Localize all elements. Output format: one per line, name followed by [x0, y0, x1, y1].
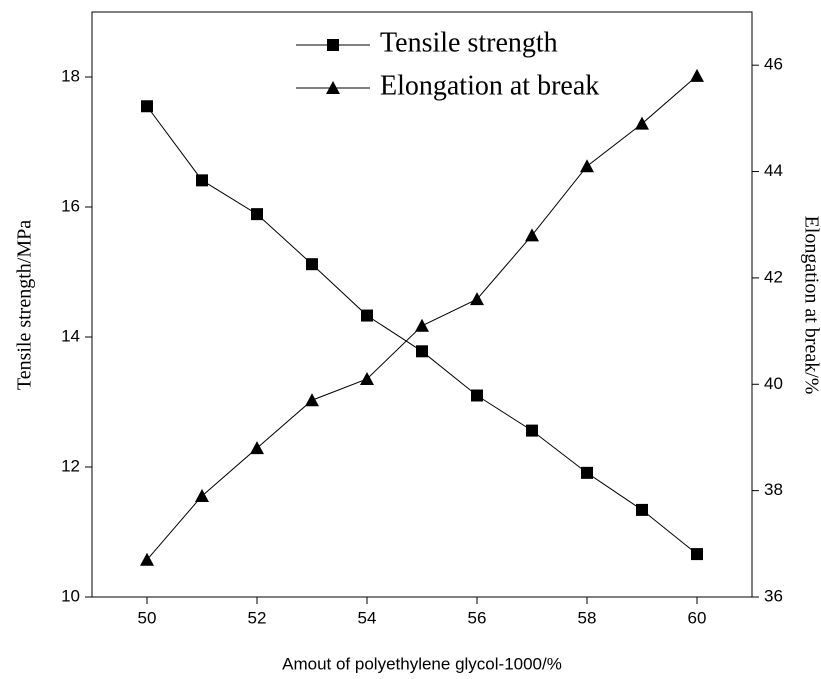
x-tick-label: 50 [138, 608, 157, 627]
y-tick-label: 10 [61, 586, 80, 605]
marker [141, 100, 153, 113]
x-tick-label: 52 [248, 608, 267, 627]
legend-label: Tensile strength [380, 27, 558, 58]
marker [470, 292, 484, 306]
marker [196, 174, 208, 187]
marker [526, 424, 538, 437]
plot-frame [91, 11, 753, 598]
y2-tick-label: 40 [764, 374, 783, 393]
marker [326, 81, 340, 94]
x-tick-label: 60 [688, 608, 707, 627]
x-tick-label: 58 [578, 608, 597, 627]
marker [416, 345, 428, 358]
marker [690, 68, 704, 82]
y-tick-label: 18 [61, 66, 80, 85]
marker [471, 389, 483, 402]
y2-tick-label: 36 [764, 586, 783, 605]
marker [306, 258, 318, 271]
x-tick-label: 54 [358, 608, 377, 627]
marker [361, 309, 373, 322]
marker [635, 116, 649, 130]
marker [195, 488, 209, 502]
y-tick-label: 14 [61, 326, 80, 345]
x-tick-label: 56 [468, 608, 487, 627]
marker [360, 371, 374, 385]
y2-tick-label: 44 [764, 161, 783, 180]
y-tick-label: 12 [61, 456, 80, 475]
y2-tick-label: 46 [764, 55, 783, 74]
x-axis-title: Amout of polyethylene glycol-1000/% [282, 654, 562, 673]
marker [415, 318, 429, 332]
marker [305, 393, 319, 407]
y-axis-title: Tensile strength/MPa [14, 220, 36, 390]
marker [327, 39, 339, 51]
marker [525, 228, 539, 242]
marker [691, 548, 703, 561]
marker [581, 466, 593, 479]
y-tick-label: 16 [61, 196, 80, 215]
legend-label: Elongation at break [380, 70, 599, 101]
y2-tick-label: 42 [764, 267, 783, 286]
marker [250, 441, 264, 455]
y2-tick-label: 38 [764, 480, 783, 499]
marker [140, 552, 154, 566]
marker [580, 159, 594, 173]
y2-axis-title: Elongation at break/% [800, 216, 821, 395]
series-line [146, 75, 698, 561]
marker [251, 208, 263, 221]
marker [636, 503, 648, 516]
